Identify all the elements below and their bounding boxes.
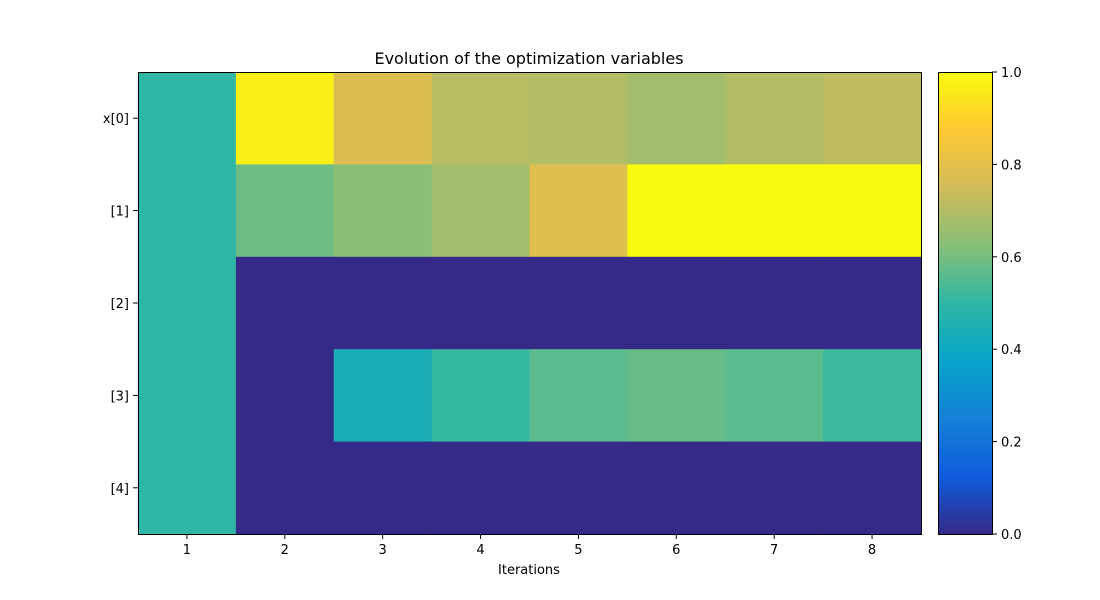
- chart-title: Evolution of the optimization variables: [374, 49, 683, 68]
- heatmap-cell: [431, 256, 531, 350]
- x-tick-label: 7: [770, 543, 778, 558]
- heatmap-cell: [235, 164, 335, 258]
- heatmap-cell: [823, 72, 922, 165]
- y-tick-label: [4]: [111, 482, 129, 497]
- x-tick-label: 3: [379, 543, 387, 558]
- y-tick-label: [2]: [111, 297, 129, 312]
- heatmap-cells: [138, 72, 922, 535]
- heatmap-cell: [431, 441, 531, 535]
- heatmap-cell: [627, 256, 726, 350]
- y-tick-label: [1]: [111, 205, 129, 220]
- colorbar-tick-label: 0.0: [1001, 528, 1022, 543]
- x-axis-ticks: 1 2 3 4 5 6 7 8: [183, 534, 876, 558]
- heatmap-cell: [529, 256, 628, 350]
- x-tick-label: 5: [574, 543, 582, 558]
- heatmap-cell: [333, 349, 433, 443]
- y-tick-label: x[0]: [103, 112, 129, 127]
- heatmap-cell: [529, 164, 628, 258]
- heatmap-cell: [138, 441, 237, 535]
- heatmap-cell: [823, 256, 922, 350]
- colorbar-tick-label: 1.0: [1001, 66, 1022, 81]
- colorbar: 0.0 0.2 0.4 0.6 0.8 1.0: [938, 66, 1022, 543]
- y-tick-label: [3]: [111, 389, 129, 404]
- heatmap-cell: [138, 164, 237, 258]
- x-tick-label: 4: [476, 543, 484, 558]
- colorbar-ticks: 0.0 0.2 0.4 0.6 0.8 1.0: [992, 66, 1022, 543]
- x-tick-label: 6: [672, 543, 680, 558]
- heatmap-cell: [333, 441, 433, 535]
- heatmap-cell: [333, 164, 433, 258]
- heatmap-cell: [725, 349, 824, 443]
- colorbar-tick-label: 0.2: [1001, 436, 1022, 451]
- heatmap-cell: [235, 72, 335, 165]
- y-axis-ticks: x[0] [1] [2] [3] [4]: [103, 112, 138, 497]
- colorbar-frame: [938, 72, 993, 535]
- x-tick-label: 2: [281, 543, 289, 558]
- heatmap-cell: [138, 72, 237, 165]
- heatmap-cell: [431, 349, 531, 443]
- heatmap-cell: [235, 441, 335, 535]
- heatmap-cell: [823, 164, 922, 258]
- colorbar-fill: [938, 72, 992, 534]
- colorbar-tick-label: 0.8: [1001, 158, 1022, 173]
- heatmap-cell: [627, 164, 726, 258]
- heatmap-cell: [627, 72, 726, 165]
- x-axis-label: Iterations: [498, 563, 560, 578]
- heatmap-cell: [138, 256, 237, 350]
- heatmap-cell: [529, 441, 628, 535]
- heatmap-cell: [138, 349, 237, 443]
- heatmap-cell: [627, 441, 726, 535]
- heatmap-cell: [529, 72, 628, 165]
- heatmap-cell: [725, 441, 824, 535]
- heatmap-cell: [333, 256, 433, 350]
- heatmap-cell: [431, 164, 531, 258]
- heatmap-cell: [529, 349, 628, 443]
- heatmap-cell: [725, 72, 824, 165]
- heatmap-cell: [725, 256, 824, 350]
- x-tick-label: 1: [183, 543, 191, 558]
- heatmap-cell: [235, 349, 335, 443]
- plot-frame: [138, 72, 922, 535]
- colorbar-tick-label: 0.6: [1001, 251, 1022, 266]
- heatmap-cell: [725, 164, 824, 258]
- heatmap-cell: [627, 349, 726, 443]
- colorbar-tick-label: 0.4: [1001, 343, 1022, 358]
- heatmap-cell: [333, 72, 433, 165]
- heatmap-cell: [823, 441, 922, 535]
- x-tick-label: 8: [868, 543, 876, 558]
- heatmap-cell: [235, 256, 335, 350]
- heatmap-cell: [431, 72, 531, 165]
- heatmap-cell: [823, 349, 922, 443]
